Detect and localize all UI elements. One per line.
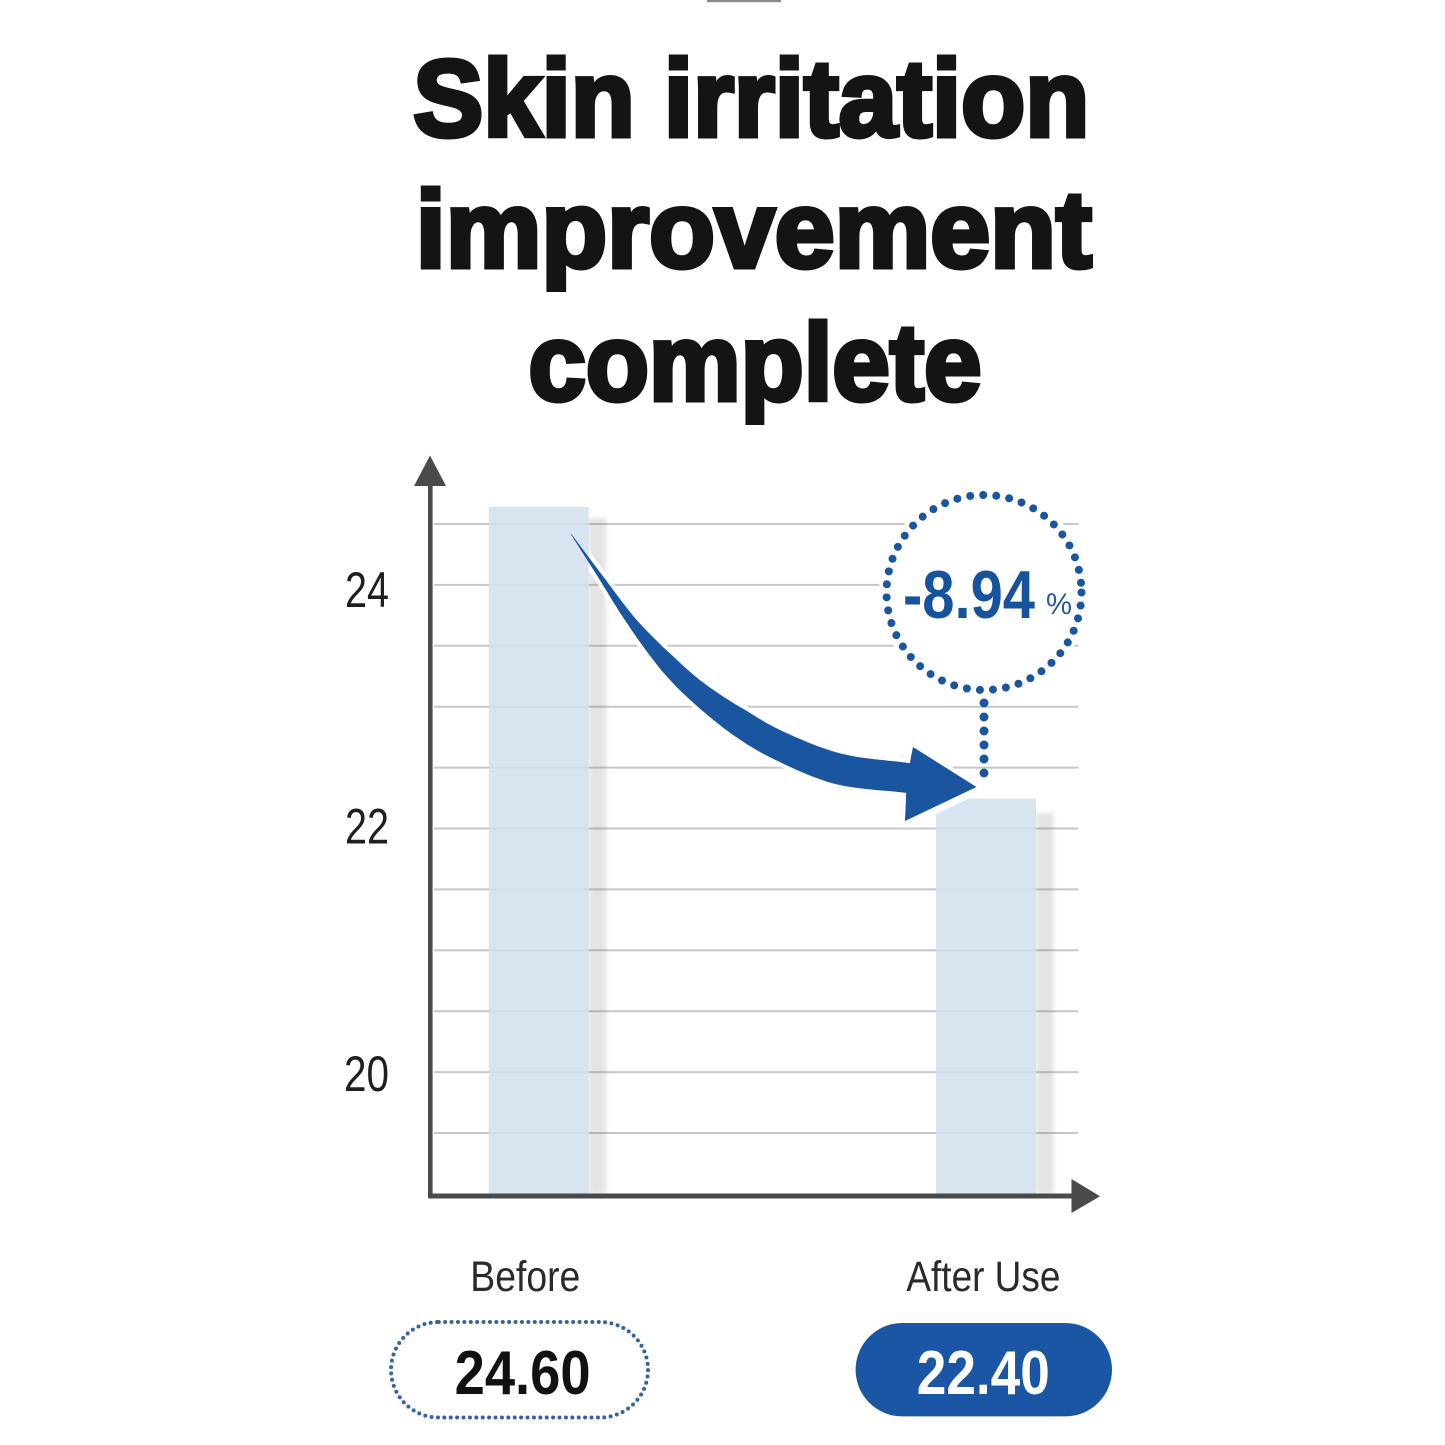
svg-text:After Use: After Use [906,1253,1060,1301]
svg-text:24.60: 24.60 [455,1339,591,1408]
svg-text:Skin irritation: Skin irritation [413,38,1089,160]
svg-text:complete: complete [529,302,982,424]
svg-text:22.40: 22.40 [917,1339,1050,1408]
svg-text:20: 20 [344,1046,389,1102]
svg-text:24: 24 [345,562,389,618]
svg-text:improvement: improvement [416,169,1092,291]
svg-text:-8.94: -8.94 [903,557,1035,633]
svg-text:%: % [1046,588,1072,621]
svg-text:22: 22 [345,799,389,855]
svg-text:Before: Before [470,1253,580,1301]
